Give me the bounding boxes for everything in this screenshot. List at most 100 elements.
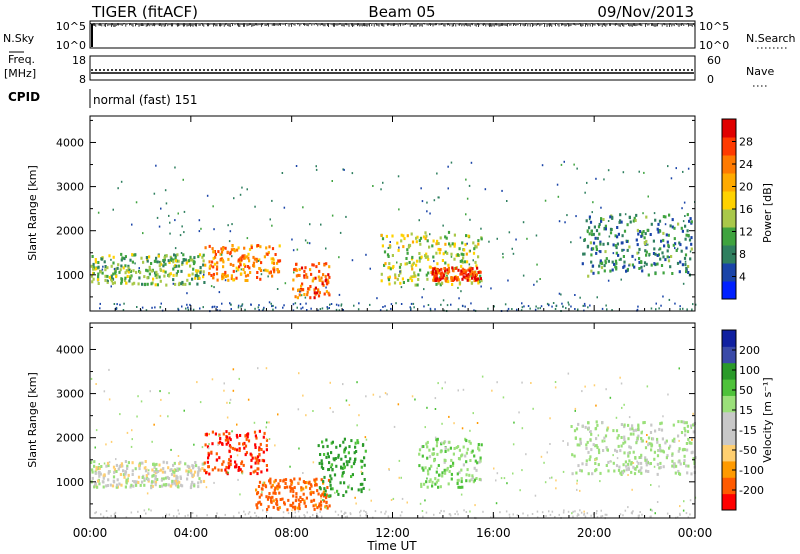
data-cell bbox=[477, 271, 480, 274]
noise-cell bbox=[555, 479, 557, 482]
noise-cell bbox=[668, 298, 671, 301]
data-cell bbox=[256, 492, 259, 496]
noise-cell bbox=[466, 242, 468, 245]
data-cell bbox=[268, 245, 271, 249]
data-cell bbox=[253, 257, 256, 261]
ground-scatter-cell bbox=[150, 509, 152, 512]
data-cell bbox=[135, 270, 138, 274]
data-cell bbox=[153, 470, 156, 474]
data-cell bbox=[201, 467, 204, 470]
noise-cell bbox=[110, 440, 113, 443]
data-cell bbox=[105, 484, 108, 488]
data-cell bbox=[604, 224, 607, 228]
data-cell bbox=[588, 215, 591, 219]
ground-scatter-cell bbox=[115, 516, 117, 519]
data-cell bbox=[623, 469, 626, 473]
noise-cell bbox=[557, 195, 560, 198]
ground-scatter-cell bbox=[567, 510, 570, 513]
noise-cell bbox=[607, 169, 610, 172]
data-cell bbox=[117, 467, 120, 471]
data-cell bbox=[270, 485, 273, 489]
data-cell bbox=[145, 474, 148, 478]
data-cell bbox=[671, 459, 674, 463]
ground-scatter-cell bbox=[299, 303, 302, 306]
noise-cell bbox=[421, 510, 424, 512]
noise-cell bbox=[203, 273, 205, 276]
data-cell bbox=[337, 455, 340, 459]
noise-cell bbox=[690, 427, 693, 429]
data-cell bbox=[592, 241, 596, 245]
ground-scatter-cell bbox=[624, 509, 627, 512]
data-cell bbox=[439, 248, 442, 252]
data-cell bbox=[421, 454, 424, 458]
ground-scatter-cell bbox=[238, 511, 240, 514]
data-cell bbox=[155, 462, 158, 466]
noise-cell bbox=[257, 260, 260, 262]
noise-cell bbox=[101, 268, 104, 271]
noise-cell bbox=[159, 414, 162, 417]
ground-scatter-cell bbox=[482, 510, 484, 513]
data-cell bbox=[106, 484, 109, 487]
data-cell bbox=[327, 291, 330, 295]
data-cell bbox=[157, 470, 160, 473]
ground-scatter-cell bbox=[536, 516, 539, 519]
data-cell bbox=[186, 464, 189, 468]
data-cell bbox=[645, 463, 648, 467]
data-cell bbox=[615, 429, 619, 433]
noise-cell bbox=[208, 433, 210, 436]
ground-scatter-cell bbox=[115, 308, 117, 310]
data-cell bbox=[419, 268, 422, 272]
data-cell bbox=[274, 253, 277, 256]
data-cell bbox=[418, 448, 422, 452]
data-cell bbox=[585, 443, 588, 447]
data-cell bbox=[225, 274, 228, 278]
data-cell bbox=[433, 274, 436, 278]
data-cell bbox=[300, 488, 303, 492]
nsearch-tick-bottom: 10^0 bbox=[699, 39, 729, 52]
noise-cell bbox=[647, 195, 649, 198]
ground-scatter-cell bbox=[119, 303, 121, 306]
noise-cell bbox=[228, 240, 231, 243]
data-cell bbox=[323, 487, 326, 491]
data-cell bbox=[329, 474, 332, 478]
data-cell bbox=[441, 259, 444, 262]
ground-scatter-cell bbox=[470, 302, 472, 305]
data-cell bbox=[225, 465, 228, 469]
data-cell bbox=[471, 476, 474, 480]
noise-cell bbox=[493, 467, 495, 470]
data-cell bbox=[384, 262, 387, 266]
data-cell bbox=[231, 244, 234, 248]
data-cell bbox=[244, 434, 247, 438]
data-cell bbox=[426, 485, 429, 489]
noise-cell bbox=[434, 408, 437, 410]
data-cell bbox=[603, 269, 606, 273]
data-cell bbox=[471, 267, 474, 271]
colorbar-tick-label: 50 bbox=[739, 384, 753, 397]
data-cell bbox=[298, 293, 301, 297]
data-cell bbox=[589, 430, 592, 434]
data-cell bbox=[449, 464, 452, 468]
nsearch-tick-top: 10^5 bbox=[699, 20, 729, 33]
data-cell bbox=[237, 246, 240, 250]
data-cell bbox=[124, 460, 127, 463]
time-tick-label: 08:00 bbox=[274, 526, 309, 540]
noise-cell bbox=[643, 265, 646, 268]
data-cell bbox=[327, 494, 330, 498]
data-cell bbox=[586, 229, 589, 233]
data-cell bbox=[627, 454, 630, 458]
data-cell bbox=[645, 460, 648, 464]
data-cell bbox=[575, 471, 578, 475]
noise-cell bbox=[453, 422, 455, 425]
data-cell bbox=[303, 499, 306, 503]
noise-cell bbox=[426, 201, 428, 204]
data-cell bbox=[273, 480, 276, 484]
data-cell bbox=[98, 471, 101, 474]
noise-cell bbox=[500, 477, 503, 480]
noise-cell bbox=[298, 372, 300, 375]
data-cell bbox=[145, 268, 148, 272]
data-cell bbox=[644, 249, 647, 253]
noise-cell bbox=[424, 499, 426, 502]
data-cell bbox=[293, 477, 296, 481]
ground-scatter-cell bbox=[189, 303, 191, 306]
data-cell bbox=[341, 471, 344, 475]
